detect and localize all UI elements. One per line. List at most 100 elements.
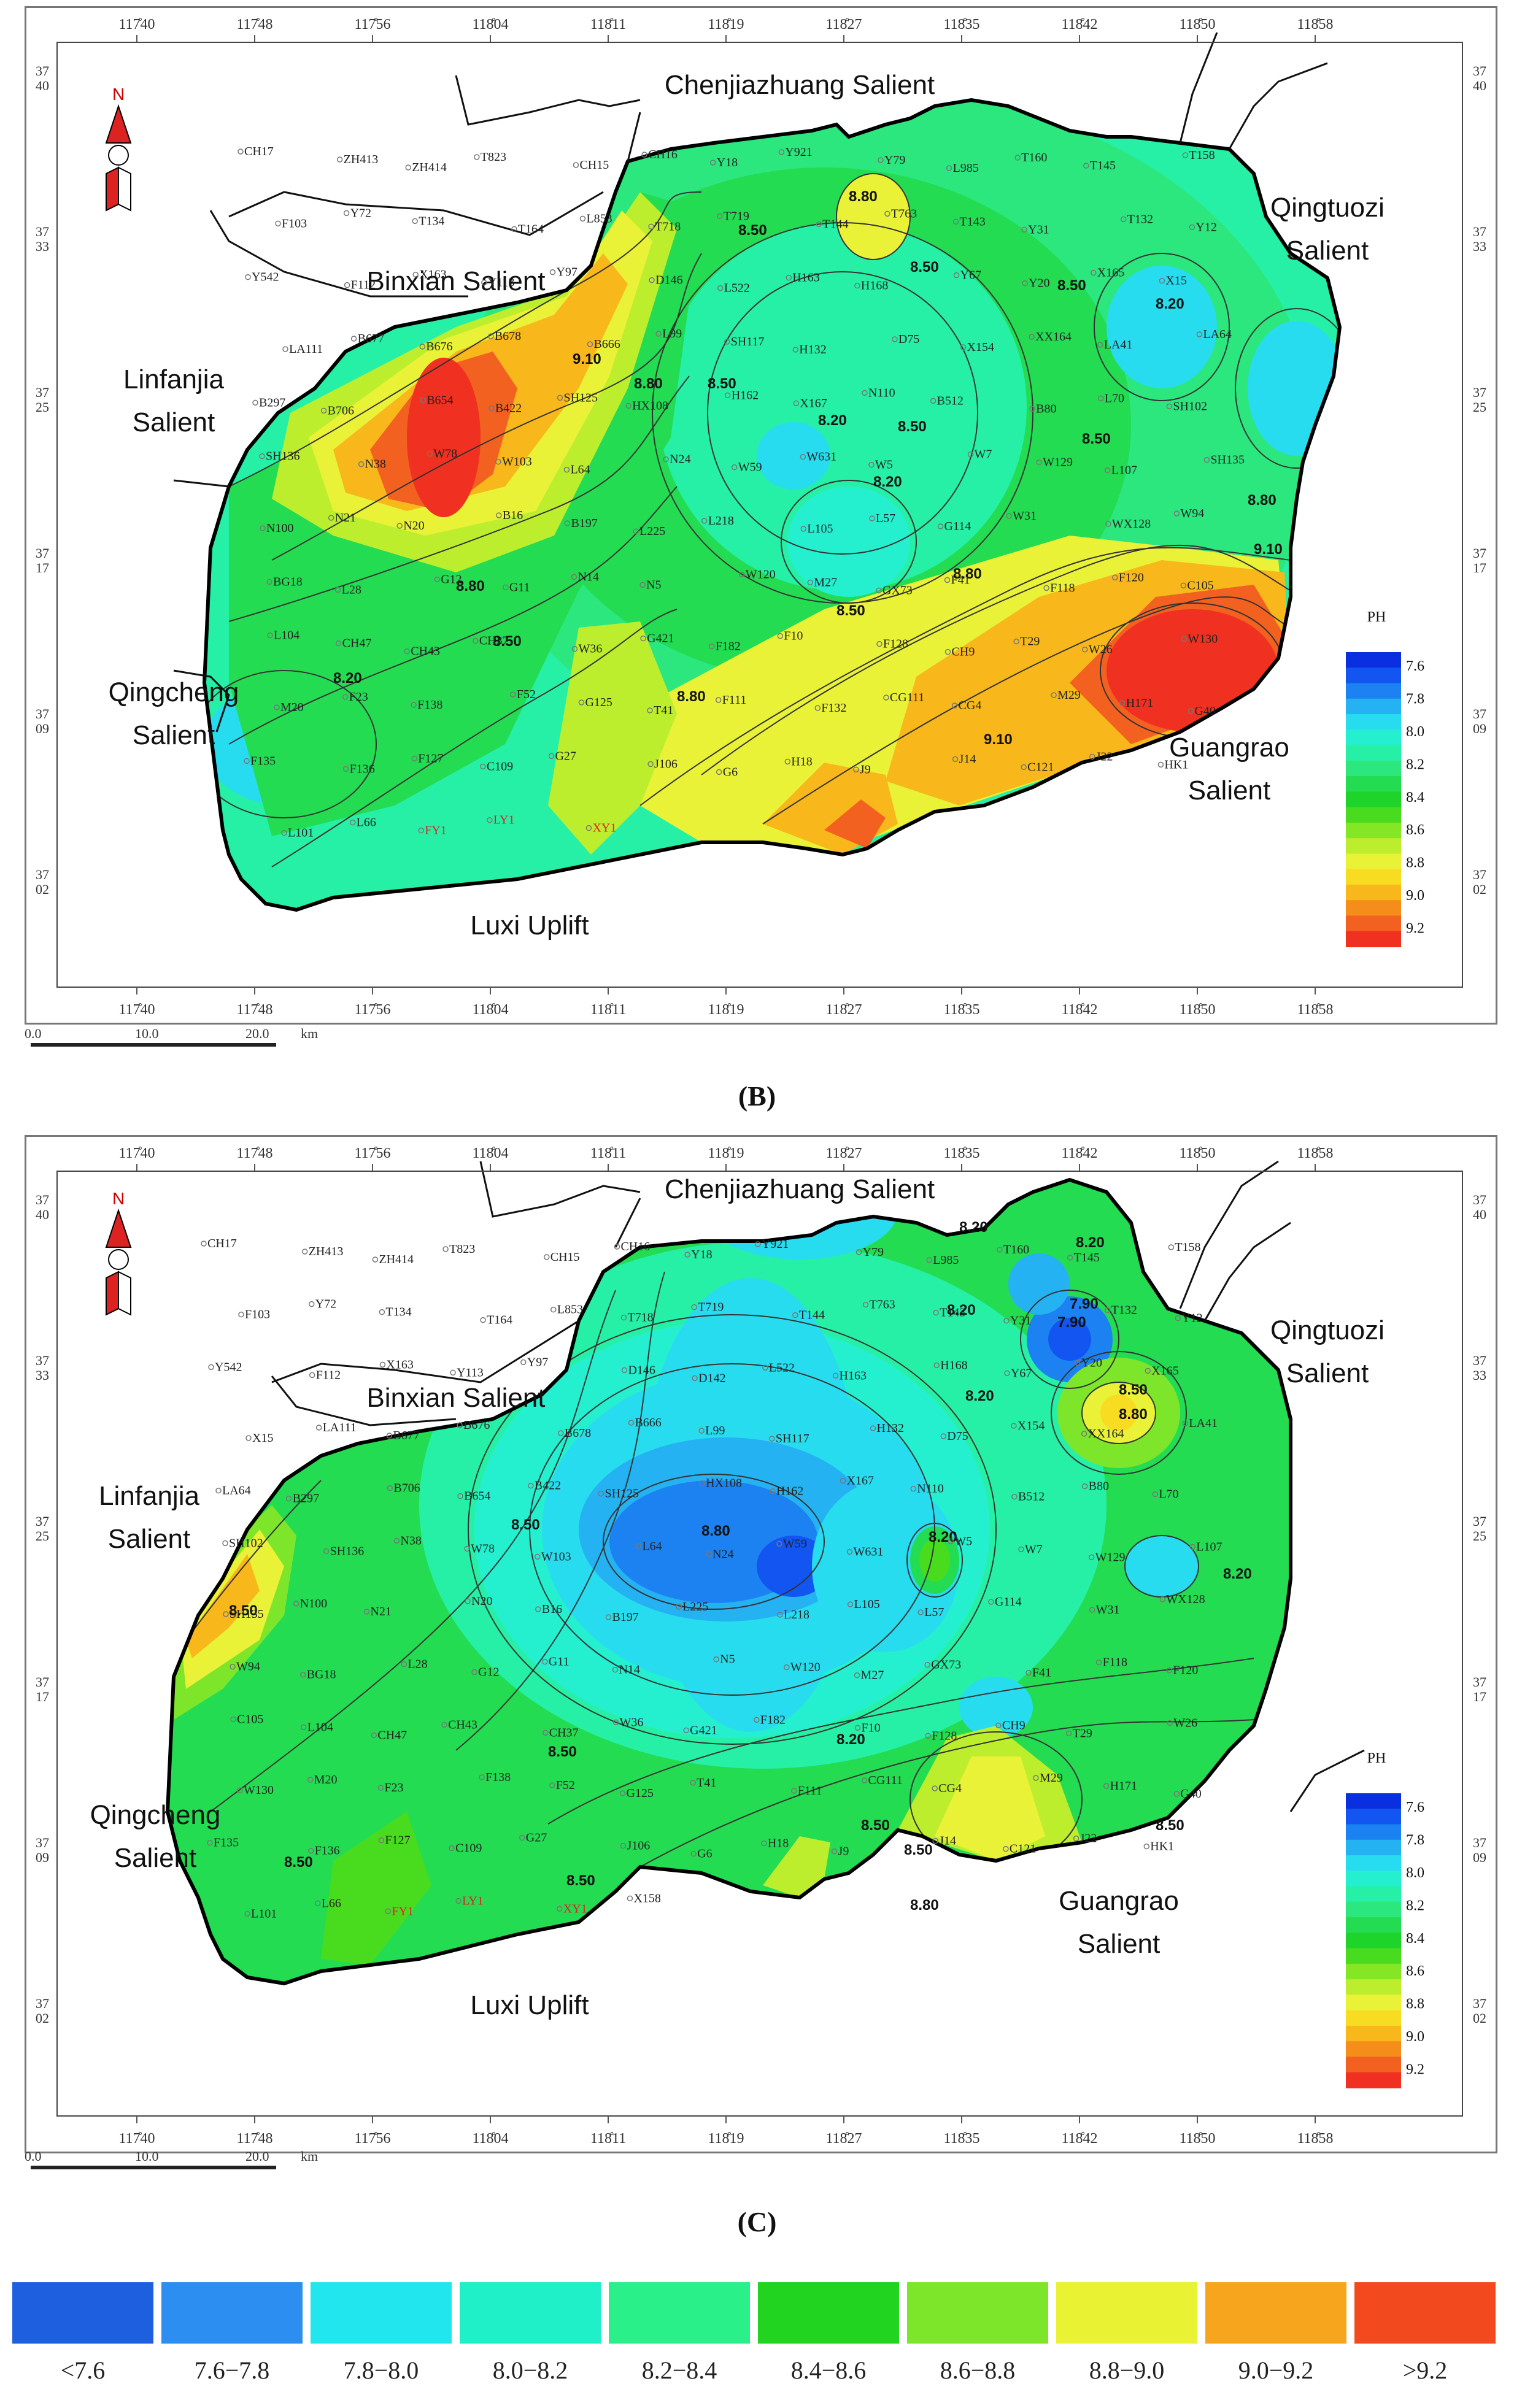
well-marker (776, 1541, 782, 1547)
well-label: ZH413 (309, 1245, 344, 1258)
well-label: Y18 (691, 1248, 712, 1261)
well-label: N21 (335, 511, 356, 525)
legend-swatch (1354, 2282, 1496, 2344)
basin-boundary-b (202, 98, 1342, 912)
well-label: C109 (487, 760, 513, 773)
well-label: G27 (555, 749, 576, 763)
well-marker (1105, 521, 1111, 527)
x-tick-top: 117̊56 (354, 17, 390, 33)
well-marker (308, 1301, 315, 1307)
well-label: BG18 (273, 575, 303, 588)
well-label: M27 (814, 575, 837, 589)
well-label: F103 (245, 1308, 270, 1321)
well-marker (543, 1729, 549, 1736)
well-label: N38 (365, 458, 386, 471)
well-marker (465, 1598, 471, 1604)
contour-label: 9.10 (1254, 541, 1283, 558)
well-label: GX73 (883, 583, 913, 597)
x-tick-bottom: 118̊11 (590, 2131, 626, 2147)
x-tick-top: 118̊27 (825, 17, 862, 33)
well-marker (791, 1788, 797, 1794)
well-label: L66 (357, 816, 376, 829)
contour-label: 8.50 (548, 1744, 577, 1760)
legend-item: 8.4−8.6 (758, 2282, 899, 2405)
x-tick-bottom: 118̊27 (825, 2131, 862, 2147)
well-marker (578, 699, 585, 706)
y-tick-min: 02 (36, 882, 49, 897)
ph-contour-map-b: Chenjiazhuang Salient Qingtuozi Salient … (36, 17, 1486, 1018)
well-label: L218 (708, 514, 734, 528)
contour-label: 8.20 (1076, 1234, 1105, 1251)
well-label: SH136 (330, 1544, 365, 1558)
well-marker (932, 1785, 938, 1791)
well-label: T41 (654, 704, 673, 717)
colorbar-segment (1346, 1933, 1401, 1949)
colorbar-tick: 8.2 (1406, 1898, 1424, 1914)
well-label: B677 (393, 1429, 419, 1442)
well-label: H132 (877, 1421, 904, 1435)
well-marker (442, 1246, 449, 1252)
well-label: F111 (798, 1784, 822, 1798)
well-label: B654 (464, 1490, 490, 1503)
well-marker (930, 398, 937, 404)
well-marker (528, 1482, 534, 1489)
well-marker (307, 1777, 314, 1783)
well-marker (862, 390, 868, 396)
colorbar-segment (1346, 683, 1401, 699)
well-label: B16 (542, 1602, 562, 1616)
well-marker (1006, 513, 1012, 519)
y-tick-min: 09 (36, 1850, 49, 1865)
well-marker (755, 1241, 761, 1247)
well-marker (342, 766, 349, 772)
well-label: CH43 (448, 1718, 477, 1731)
well-marker (792, 1312, 798, 1318)
legend-label: 7.6−7.8 (194, 2356, 270, 2384)
well-marker (869, 515, 875, 521)
scale-label-20-c: 20.0 (245, 2148, 269, 2164)
well-marker (876, 587, 882, 594)
well-label: T718 (655, 220, 681, 233)
well-label: T143 (960, 215, 986, 228)
well-marker (267, 632, 273, 639)
well-label: X163 (386, 1358, 413, 1371)
well-label: SH102 (229, 1536, 263, 1550)
x-tick-bottom: 118̊19 (708, 2131, 744, 2147)
well-label: C109 (455, 1842, 482, 1855)
well-label: B666 (593, 337, 620, 351)
well-marker (299, 1671, 306, 1678)
well-label: L105 (854, 1598, 880, 1611)
well-marker (1091, 269, 1097, 276)
well-marker (698, 1428, 705, 1434)
well-marker (385, 1908, 392, 1915)
colorbar-tick: 8.4 (1406, 1931, 1424, 1947)
well-label: T145 (1074, 1251, 1100, 1264)
well-label: C121 (1027, 760, 1054, 774)
well-label: T41 (697, 1776, 716, 1790)
well-label: X158 (633, 1891, 660, 1905)
well-label: ZH414 (379, 1253, 414, 1266)
well-marker (1166, 403, 1173, 410)
colorbar-tick: 8.0 (1406, 1865, 1424, 1881)
well-label: T158 (1175, 1241, 1200, 1254)
well-label: L853 (586, 212, 612, 225)
well-labels-b: CH17 ZH413 ZH414 T823 CH15 CH16 Y18 Y921 Y79 L985… (238, 145, 1245, 840)
y-tick-deg: 37 (1473, 385, 1486, 400)
x-tick-top: 118̊35 (943, 1145, 979, 1161)
contour-label: 8.80 (677, 688, 706, 705)
well-marker (884, 210, 890, 217)
legend-item: 9.0−9.2 (1205, 2282, 1346, 2405)
well-label: L28 (407, 1658, 427, 1671)
region-qingcheng-line1: Qingcheng (109, 677, 239, 707)
well-marker (997, 1247, 1003, 1253)
well-labels-c: CH17 ZH413 ZH414 T823 CH15 CH16 Y18 Y921 Y79 L985… (201, 1237, 1222, 1920)
legend-item: >9.2 (1354, 2282, 1496, 2405)
x-tick-top: 118̊04 (472, 17, 508, 33)
well-marker (690, 1850, 697, 1857)
well-label: ZH414 (412, 161, 447, 174)
well-label: H162 (776, 1485, 803, 1498)
region-luxi: Luxi Uplift (470, 910, 589, 941)
well-label: W129 (1043, 456, 1073, 469)
well-marker (937, 523, 944, 529)
well-marker (953, 272, 960, 279)
